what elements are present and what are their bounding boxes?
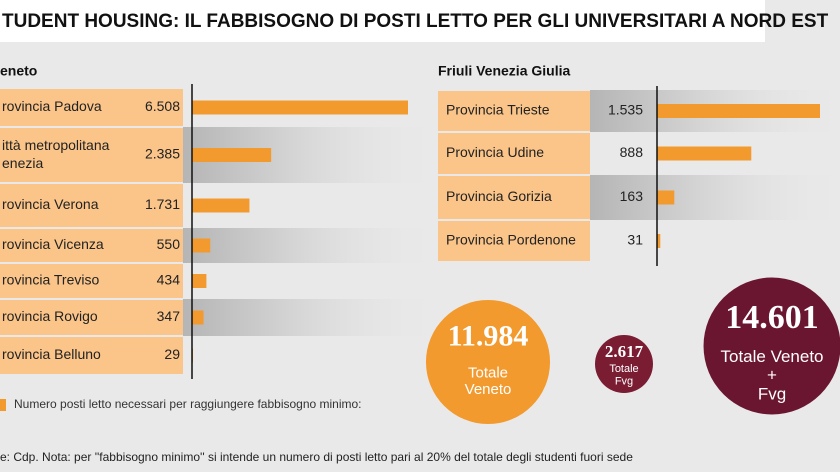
label-box <box>438 133 590 174</box>
value-label: 6.508 <box>145 98 180 114</box>
category-label: rovincia Vicenza <box>2 236 104 252</box>
value-label: 1.535 <box>608 102 643 118</box>
label-box <box>0 300 183 335</box>
bubble-caption: Totale Fvg <box>609 363 638 387</box>
category-label: rovincia Belluno <box>2 346 101 362</box>
title: TUDENT HOUSING: IL FABBISOGNO DI POSTI L… <box>2 11 829 32</box>
category-label: ittà metropolitana enezia <box>2 137 110 171</box>
category-label: Provincia Gorizia <box>446 188 552 204</box>
label-box <box>0 89 183 126</box>
note: e: Cdp. Nota: per ''fabbisogno minimo'' … <box>0 450 633 464</box>
label-box <box>0 264 183 298</box>
bar <box>192 238 211 253</box>
bar <box>192 274 207 288</box>
label-box <box>438 91 590 131</box>
category-label: Provincia Udine <box>446 144 544 160</box>
value-label: 434 <box>157 272 181 288</box>
category-label: rovincia Treviso <box>2 272 99 288</box>
row-shade <box>590 175 840 220</box>
bar <box>192 198 250 213</box>
value-label: 550 <box>157 236 181 252</box>
value-label: 2.385 <box>145 146 180 162</box>
bar <box>192 310 204 325</box>
value-label: 1.731 <box>145 196 180 212</box>
value-label: 31 <box>627 232 643 248</box>
row-shade <box>183 299 443 336</box>
category-label: rovincia Padova <box>2 98 102 114</box>
bubble-caption: Totale Veneto <box>465 365 512 399</box>
value-label: 29 <box>164 346 180 362</box>
bar <box>657 190 675 205</box>
label-box <box>0 337 183 374</box>
bar <box>657 104 820 118</box>
bubble <box>703 277 840 415</box>
bar <box>192 148 272 162</box>
bubble-value: 14.601 <box>725 299 819 336</box>
bubble-value: 2.617 <box>605 342 644 361</box>
bubble-caption: Totale Veneto + Fvg <box>720 347 823 403</box>
bubble-value: 11.984 <box>448 319 529 352</box>
value-label: 888 <box>620 144 644 160</box>
bubble <box>425 299 551 425</box>
chart-subtitle: Friuli Venezia Giulia <box>438 63 570 79</box>
legend-text: Numero posti letto necessari per raggiun… <box>14 397 362 411</box>
chart-subtitle: eneto <box>0 63 37 79</box>
bar <box>192 100 408 115</box>
row-shade <box>183 228 443 263</box>
title-band <box>0 0 765 42</box>
label-box <box>0 229 183 262</box>
bar <box>657 146 752 161</box>
category-label: rovincia Rovigo <box>2 308 98 324</box>
category-label: Provincia Trieste <box>446 102 550 118</box>
legend-swatch <box>0 399 6 411</box>
value-label: 347 <box>157 308 181 324</box>
value-label: 163 <box>620 188 644 204</box>
category-label: rovincia Verona <box>2 196 99 212</box>
bar <box>657 234 661 248</box>
label-box <box>0 128 183 182</box>
category-label: Provincia Pordenone <box>446 232 576 248</box>
bubble <box>595 335 653 393</box>
label-box <box>438 221 590 261</box>
label-box <box>0 184 183 227</box>
label-box <box>438 176 590 219</box>
